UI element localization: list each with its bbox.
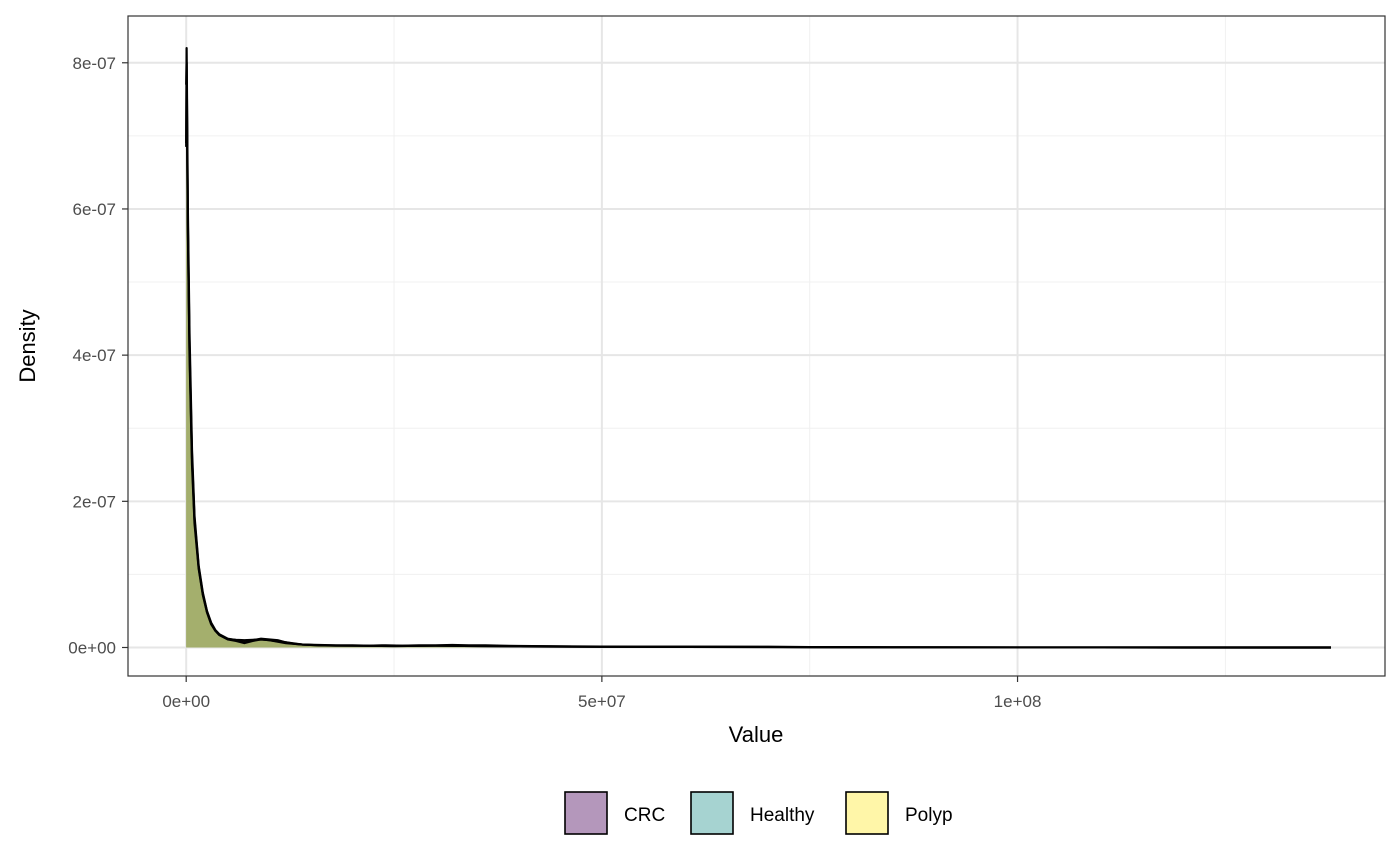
y-tick-label: 8e-07 [73,54,116,73]
y-tick-label: 4e-07 [73,346,116,365]
x-tick-label: 1e+08 [994,692,1042,711]
minor-gridlines [128,16,1385,676]
legend-key-crc [564,791,608,835]
plot-panel-background [128,16,1385,676]
x-tick-label: 0e+00 [162,692,210,711]
y-tick-label: 2e-07 [73,492,116,511]
x-axis: 0e+00 5e+07 1e+08 [162,676,1041,711]
y-axis-title: Density [15,309,40,382]
legend-label-polyp: Polyp [905,805,953,826]
y-axis: 0e+00 2e-07 4e-07 6e-07 8e-07 [68,54,128,657]
x-tick-label: 5e+07 [578,692,626,711]
legend-label-healthy: Healthy [750,805,815,826]
x-axis-title: Value [729,722,784,747]
plot-panel-border [127,15,1386,677]
legend-key-polyp [845,791,889,835]
legend-key-healthy [690,791,734,835]
density-line-polyp [185,83,1331,649]
legend-label-crc: CRC [624,805,665,826]
y-tick-label: 6e-07 [73,200,116,219]
density-lines [185,47,1331,649]
legend: CRC Healthy Polyp [564,791,953,835]
y-tick-label: 0e+00 [68,638,116,657]
